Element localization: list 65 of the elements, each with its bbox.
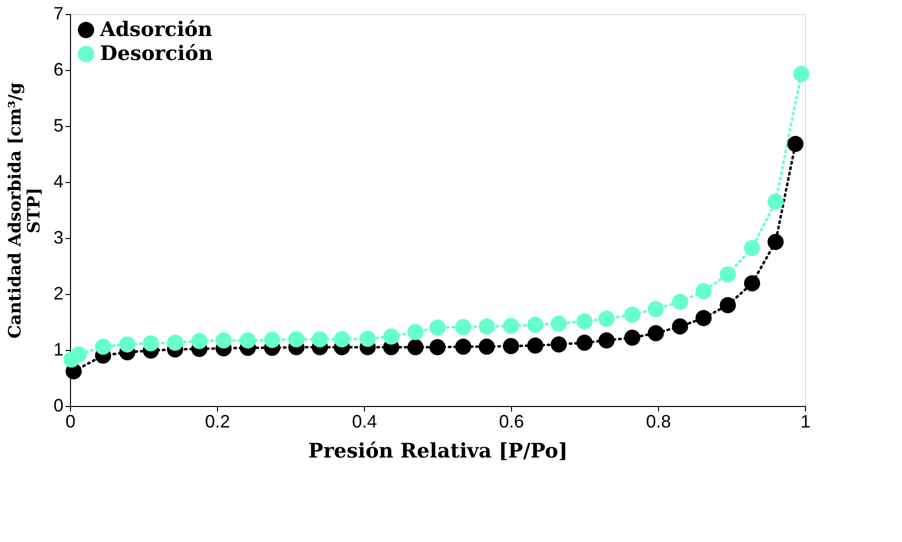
point	[191, 332, 208, 350]
point	[720, 297, 736, 314]
point	[70, 346, 87, 363]
point	[288, 331, 304, 348]
point	[576, 313, 593, 330]
point	[768, 194, 784, 210]
point	[119, 336, 136, 352]
point	[672, 294, 688, 310]
point	[598, 310, 615, 327]
y-tick-label: 4	[53, 172, 64, 192]
y-axis-title: Cantidad Adsorbida [cm³/g STP]	[5, 82, 44, 338]
point	[360, 330, 376, 347]
x-tick-label: 0.2	[204, 412, 230, 432]
point	[383, 328, 400, 345]
point	[142, 335, 159, 352]
point	[696, 310, 712, 326]
point	[478, 318, 495, 335]
point	[527, 337, 544, 354]
point	[527, 316, 544, 333]
point	[648, 301, 664, 318]
point	[429, 320, 446, 336]
y-tick-label: 2	[53, 284, 64, 304]
point	[720, 266, 736, 282]
point	[455, 318, 472, 336]
point	[672, 318, 688, 335]
point	[744, 275, 760, 292]
point	[598, 332, 615, 349]
point	[455, 338, 472, 355]
legend-label: Adsorción	[99, 17, 213, 41]
point	[793, 66, 810, 82]
point	[312, 331, 328, 348]
point	[502, 318, 520, 334]
x-tick-label: 0.4	[352, 412, 378, 432]
point	[407, 339, 424, 356]
point	[744, 240, 760, 256]
y-tick-label: 5	[53, 116, 64, 136]
y-tick-label: 1	[53, 340, 64, 360]
point	[334, 331, 350, 348]
x-tick-label: 0.6	[498, 412, 524, 432]
point	[624, 306, 640, 323]
point	[502, 338, 520, 354]
point	[550, 316, 567, 332]
y-tick-label: 7	[53, 4, 64, 24]
legend-label: Desorción	[100, 41, 214, 65]
point	[429, 339, 446, 356]
x-axis-title: Presión Relativa [P/Po]	[308, 438, 568, 462]
point	[550, 336, 567, 352]
point	[240, 332, 256, 349]
x-tick-label: 0.8	[646, 412, 672, 432]
point	[216, 332, 232, 349]
point	[648, 325, 664, 342]
point	[95, 338, 112, 355]
point	[407, 324, 424, 340]
x-tick-label: 1	[800, 412, 811, 432]
point	[264, 332, 280, 348]
y-tick-label: 0	[53, 396, 64, 416]
point	[167, 334, 184, 351]
point	[478, 338, 495, 355]
point	[624, 330, 640, 346]
point	[787, 136, 804, 152]
point	[696, 283, 712, 300]
y-tick-label: 3	[53, 228, 64, 248]
y-tick-label: 6	[53, 60, 64, 80]
point	[768, 234, 784, 250]
point	[576, 334, 593, 351]
